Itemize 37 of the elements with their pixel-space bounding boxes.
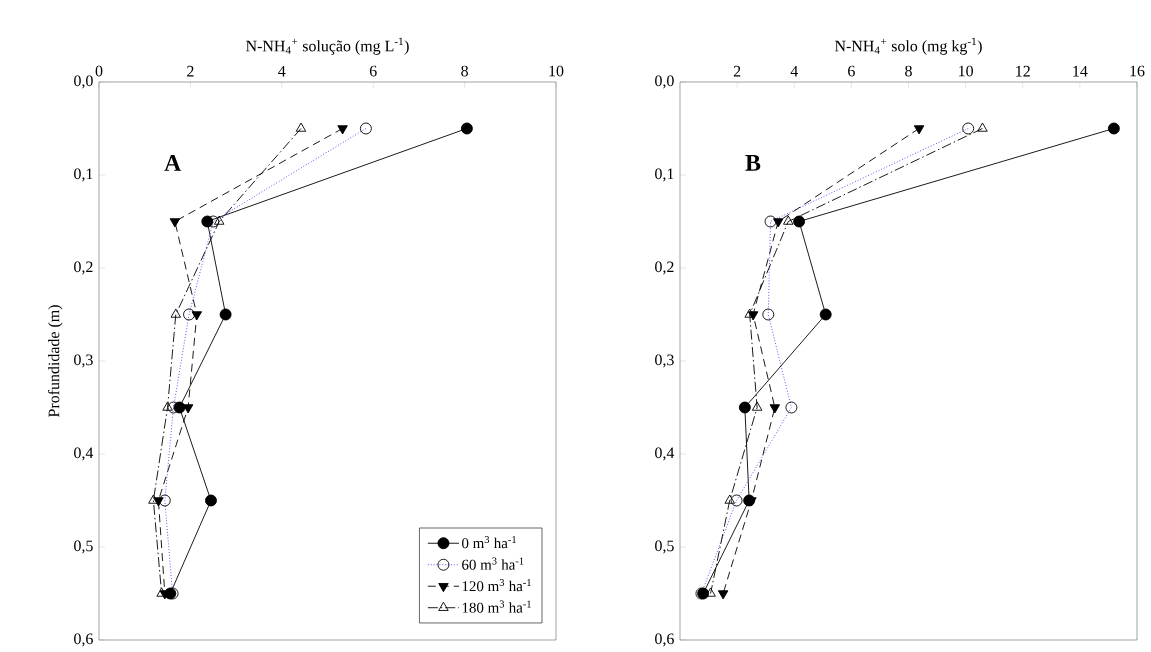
legend-label: 180 m$^{3}$ ha$^{-1}$ xyxy=(462,600,531,613)
legend-label: 60 m$^{3}$ ha$^{-1}$ xyxy=(462,557,524,570)
x-tick-label: 0 xyxy=(95,65,103,77)
annotation: B xyxy=(745,155,761,171)
x-axis-title: N-NH$_{4}$$^{+}$ solo (mg kg$^{-1}$) xyxy=(834,37,982,55)
y-tick-label: 0,4 xyxy=(655,447,675,461)
y-tick-label: 0,5 xyxy=(74,540,93,554)
x-tick-label: 16 xyxy=(1130,65,1145,77)
y-tick-label: 0,2 xyxy=(74,261,93,275)
legend-label: 0 m$^{3}$ ha$^{-1}$ xyxy=(462,536,516,549)
y-axis-title: Profundidade (m) xyxy=(47,305,63,418)
x-tick-label: 4 xyxy=(790,65,798,77)
x-axis-title: N-NH$_{4}$$^{+}$ solução (mg L$^{-1}$) xyxy=(246,37,409,55)
y-tick-label: 0,3 xyxy=(655,354,674,368)
x-tick-label: 4 xyxy=(278,65,286,77)
y-tick-label: 0,0 xyxy=(74,75,93,89)
y-tick-label: 0,6 xyxy=(655,633,674,647)
y-tick-label: 0,0 xyxy=(655,75,674,89)
x-tick-label: 6 xyxy=(369,65,377,77)
x-tick-label: 10 xyxy=(959,65,973,77)
x-tick-label: 12 xyxy=(1016,65,1030,77)
y-tick-label: 0,1 xyxy=(74,168,93,182)
x-tick-label: 2 xyxy=(187,65,194,77)
annotation: A xyxy=(164,155,182,171)
y-tick-label: 0,6 xyxy=(74,633,93,647)
x-tick-label: 10 xyxy=(549,65,564,77)
y-tick-label: 0,5 xyxy=(655,540,674,554)
x-tick-label: 8 xyxy=(905,65,912,77)
y-tick-label: 0,2 xyxy=(655,261,674,275)
y-tick-label: 0,3 xyxy=(74,354,93,368)
x-tick-label: 8 xyxy=(461,65,468,77)
x-tick-label: 2 xyxy=(733,65,741,77)
legend-label: 120 m$^{3}$ ha$^{-1}$ xyxy=(462,579,531,592)
x-tick-label: 6 xyxy=(848,65,855,77)
x-tick-label: 14 xyxy=(1073,65,1088,77)
y-tick-label: 0,4 xyxy=(74,447,94,461)
y-tick-label: 0,1 xyxy=(655,168,674,182)
